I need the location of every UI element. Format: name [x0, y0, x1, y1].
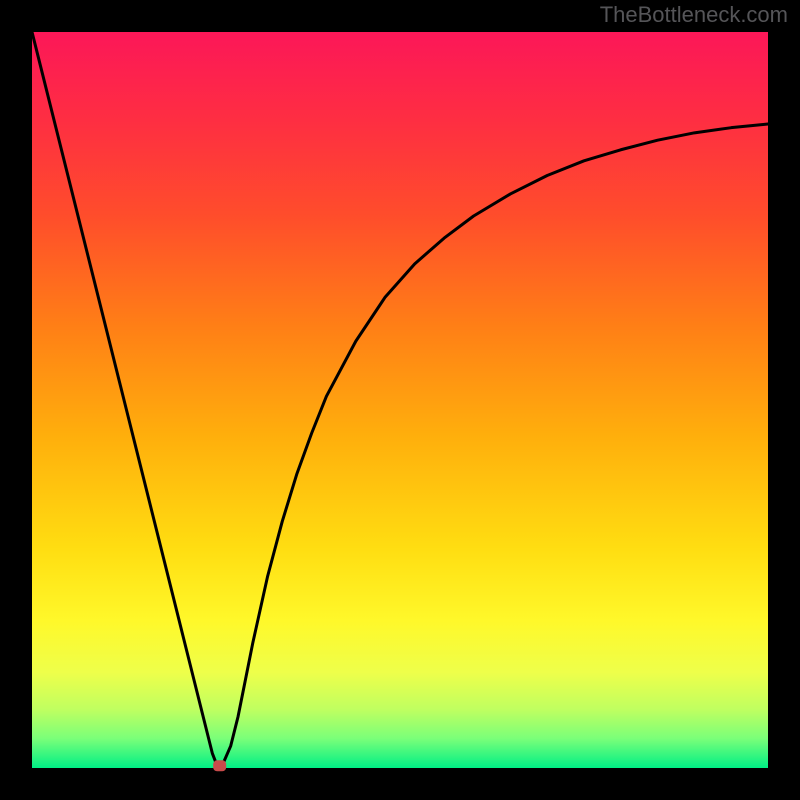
- chart-container: TheBottleneck.com: [0, 0, 800, 800]
- optimal-point-marker: [213, 760, 226, 771]
- bottleneck-chart: [0, 0, 800, 800]
- chart-background: [32, 32, 768, 768]
